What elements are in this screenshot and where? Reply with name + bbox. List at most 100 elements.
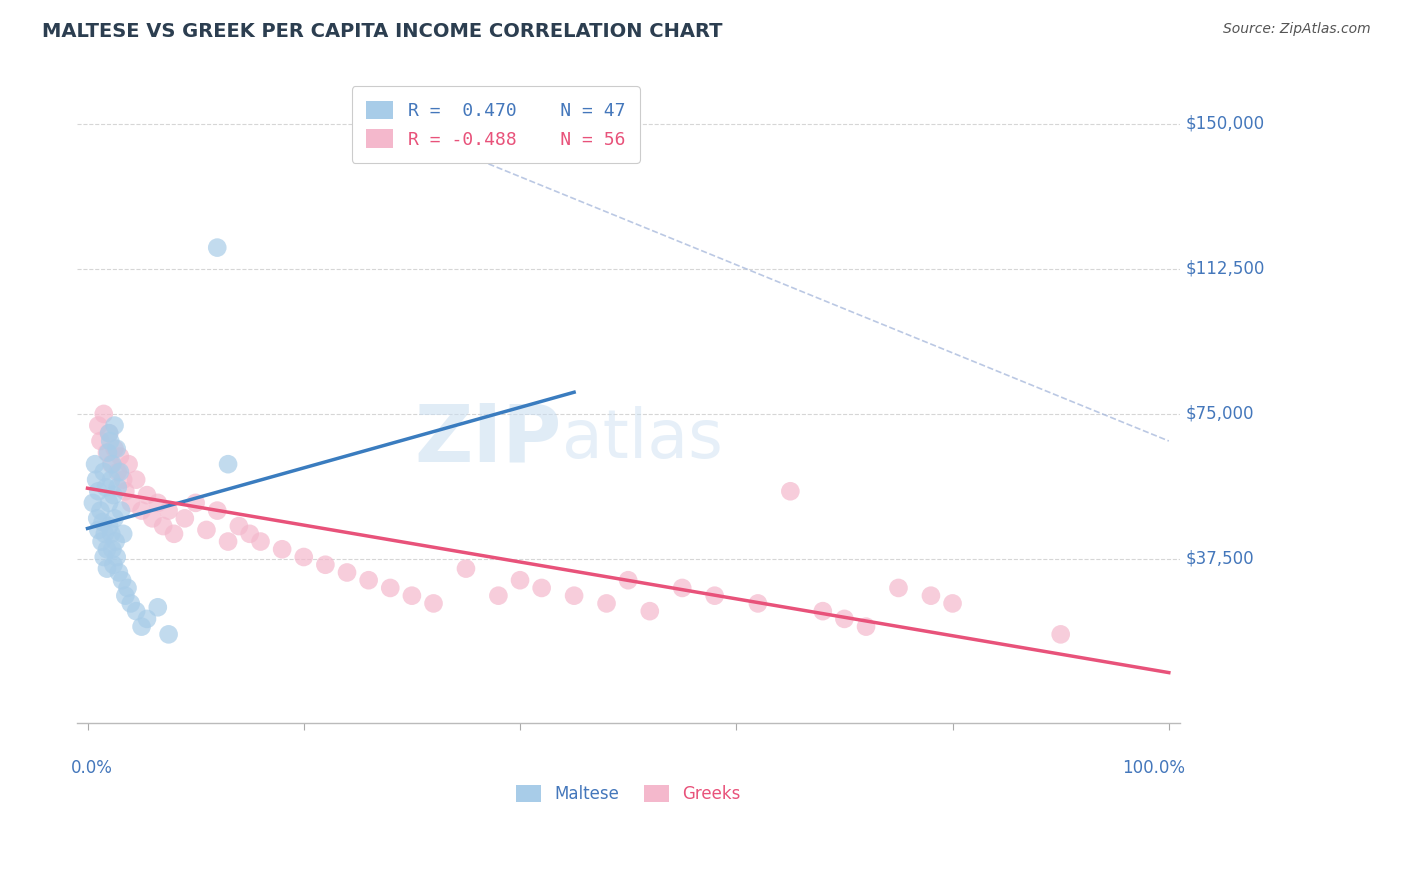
Point xyxy=(103,442,125,456)
Point xyxy=(207,241,229,255)
Point xyxy=(86,511,108,525)
Point xyxy=(87,484,110,499)
Point xyxy=(146,600,169,615)
Point xyxy=(136,488,159,502)
Point xyxy=(357,573,380,587)
Point xyxy=(887,581,910,595)
Point xyxy=(98,434,121,448)
Point xyxy=(97,445,120,459)
Point xyxy=(104,534,127,549)
Point xyxy=(401,589,423,603)
Point xyxy=(703,589,725,603)
Point xyxy=(207,503,229,517)
Point xyxy=(131,503,153,517)
Point xyxy=(195,523,218,537)
Point xyxy=(89,503,111,517)
Point xyxy=(100,526,122,541)
Point xyxy=(93,407,115,421)
Point xyxy=(108,465,131,479)
Point xyxy=(125,604,148,618)
Point xyxy=(96,542,118,557)
Point xyxy=(131,619,153,633)
Point xyxy=(94,526,117,541)
Point xyxy=(94,480,117,494)
Point xyxy=(103,488,125,502)
Point xyxy=(103,511,125,525)
Point xyxy=(136,612,159,626)
Point xyxy=(108,566,131,580)
Point xyxy=(93,465,115,479)
Text: $75,000: $75,000 xyxy=(1185,405,1254,423)
Point xyxy=(111,573,134,587)
Point xyxy=(90,534,112,549)
Point xyxy=(91,515,114,529)
Point xyxy=(107,480,129,494)
Text: $112,500: $112,500 xyxy=(1185,260,1264,278)
Point xyxy=(110,503,132,517)
Point xyxy=(105,442,128,456)
Point xyxy=(173,511,195,525)
Point xyxy=(141,511,163,525)
Point xyxy=(114,589,136,603)
Point xyxy=(671,581,693,595)
Point xyxy=(103,418,125,433)
Point xyxy=(920,589,942,603)
Point xyxy=(100,473,122,487)
Point xyxy=(834,612,856,626)
Point xyxy=(125,473,148,487)
Point xyxy=(117,581,139,595)
Point xyxy=(146,496,169,510)
Text: MALTESE VS GREEK PER CAPITA INCOME CORRELATION CHART: MALTESE VS GREEK PER CAPITA INCOME CORRE… xyxy=(42,22,723,41)
Point xyxy=(380,581,402,595)
Point xyxy=(163,526,186,541)
Point xyxy=(157,627,180,641)
Point xyxy=(184,496,207,510)
Point xyxy=(112,526,135,541)
Point xyxy=(292,549,315,564)
Point xyxy=(271,542,294,557)
Point xyxy=(120,496,142,510)
Point xyxy=(486,589,509,603)
Point xyxy=(779,484,801,499)
Point xyxy=(454,561,477,575)
Legend: Maltese, Greeks: Maltese, Greeks xyxy=(508,777,749,812)
Point xyxy=(105,549,128,564)
Point xyxy=(855,619,877,633)
Point xyxy=(941,596,963,610)
Point xyxy=(117,457,139,471)
Point xyxy=(638,604,661,618)
Point xyxy=(93,549,115,564)
Point xyxy=(89,434,111,448)
Point xyxy=(811,604,834,618)
Point xyxy=(87,523,110,537)
Point xyxy=(98,519,121,533)
Point xyxy=(84,473,107,487)
Point xyxy=(217,457,239,471)
Point xyxy=(336,566,359,580)
Point xyxy=(217,534,239,549)
Point xyxy=(239,526,262,541)
Point xyxy=(96,445,118,459)
Point xyxy=(96,561,118,575)
Point xyxy=(157,503,180,517)
Text: atlas: atlas xyxy=(562,406,723,472)
Point xyxy=(108,450,131,464)
Text: $37,500: $37,500 xyxy=(1185,550,1254,568)
Point xyxy=(422,596,444,610)
Text: Source: ZipAtlas.com: Source: ZipAtlas.com xyxy=(1223,22,1371,37)
Point xyxy=(112,473,135,487)
Point xyxy=(114,484,136,499)
Point xyxy=(152,519,174,533)
Point xyxy=(249,534,271,549)
Point xyxy=(101,457,124,471)
Point xyxy=(595,596,617,610)
Point xyxy=(101,542,124,557)
Point xyxy=(120,596,142,610)
Text: ZIP: ZIP xyxy=(415,401,562,478)
Text: 0.0%: 0.0% xyxy=(72,759,112,777)
Point xyxy=(98,426,121,441)
Point xyxy=(82,496,104,510)
Text: 100.0%: 100.0% xyxy=(1122,759,1185,777)
Point xyxy=(1049,627,1071,641)
Point xyxy=(87,418,110,433)
